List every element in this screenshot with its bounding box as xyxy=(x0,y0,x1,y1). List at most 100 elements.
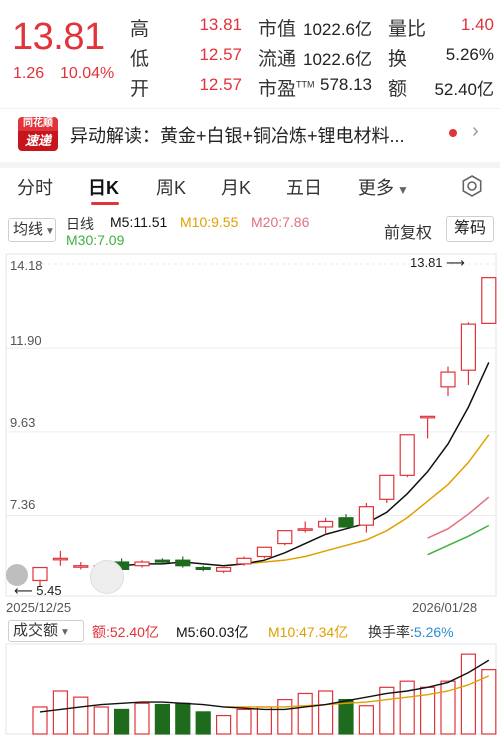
tab-monthly-k[interactable]: 月K xyxy=(221,178,252,198)
ma-selector[interactable]: 均线 ▼ xyxy=(8,218,56,242)
candle xyxy=(379,474,395,500)
candle xyxy=(175,559,191,567)
candle xyxy=(73,565,89,568)
candle xyxy=(338,517,354,528)
volume-bar xyxy=(175,702,191,735)
low-value: 12.57 xyxy=(199,45,242,64)
float-label: 流通 xyxy=(258,49,297,70)
chips-button[interactable]: 筹码 xyxy=(446,216,494,242)
volume-bar xyxy=(52,690,69,735)
volume-bar xyxy=(440,680,456,735)
date-start: 2025/12/25 xyxy=(6,600,72,615)
volume-bar xyxy=(113,708,130,735)
mcap-label: 市值 xyxy=(258,19,297,40)
volratio-label: 量比 xyxy=(388,19,427,40)
tab-more[interactable]: 更多 ▼ xyxy=(358,178,409,198)
volume-bar xyxy=(297,692,313,735)
volume-bar xyxy=(399,680,415,735)
ma10-line xyxy=(223,434,490,567)
open-label: 开 xyxy=(130,79,150,100)
amount-label: 额 xyxy=(388,79,408,100)
candle xyxy=(195,566,211,571)
volume-indicator-selector[interactable]: 成交额 ▼ xyxy=(8,620,84,642)
price-axis-label: 7.36 xyxy=(10,497,36,512)
volratio-value: 1.40 xyxy=(460,15,494,34)
candle xyxy=(216,566,232,572)
crosshair-handle[interactable] xyxy=(90,560,124,594)
unread-dot xyxy=(449,129,457,137)
candle xyxy=(481,277,497,324)
caret-down-icon: ▼ xyxy=(45,226,55,237)
turnover-label: 换 xyxy=(388,49,408,70)
volume-bar xyxy=(256,706,272,735)
volume-bar xyxy=(358,705,374,735)
tab-intraday[interactable]: 分时 xyxy=(17,178,53,198)
candle xyxy=(399,434,415,476)
price-change-pct: 10.04% xyxy=(60,65,115,82)
volume-bar xyxy=(93,706,109,735)
volume-bar xyxy=(318,690,334,735)
chevron-right-icon[interactable]: › xyxy=(472,120,479,142)
candle xyxy=(32,566,48,582)
adjust-button[interactable]: 前复权 xyxy=(384,225,433,242)
high-label: 高 xyxy=(130,19,150,40)
amount-value: 52.40亿 xyxy=(434,80,494,99)
candle xyxy=(154,559,170,563)
candle xyxy=(297,528,313,531)
active-tab-indicator xyxy=(91,202,119,205)
candle xyxy=(460,323,476,371)
candle xyxy=(236,557,252,565)
chart-tabs xyxy=(0,162,500,212)
ma20-line xyxy=(427,496,490,539)
open-value: 12.57 xyxy=(199,75,242,94)
low-label: 低 xyxy=(130,49,150,70)
news-headline[interactable]: 异动解读：黄金+白银+铜冶炼+锂电材料... xyxy=(70,126,405,146)
tab-weekly-k[interactable]: 周K xyxy=(156,178,187,198)
news-badge: 同花顺 速递 xyxy=(18,117,58,151)
low-annotation: ⟵ 5.45 xyxy=(14,583,62,598)
volume-bar xyxy=(236,708,252,735)
volume-bar xyxy=(154,703,170,735)
float-value: 1022.6亿 xyxy=(303,50,372,69)
volume-bar xyxy=(73,696,89,735)
cursor-handle[interactable] xyxy=(6,564,28,586)
arrow-left-icon: ⟵ xyxy=(14,583,33,598)
candlestick-chart[interactable] xyxy=(0,250,500,600)
ma30-line xyxy=(427,524,490,556)
volume-bar xyxy=(216,714,232,735)
period-label: 日线 xyxy=(66,216,94,232)
volume-chart[interactable] xyxy=(0,642,500,738)
candle xyxy=(440,371,456,388)
volume-bar xyxy=(32,706,48,735)
ma30-label: M30:7.09 xyxy=(66,232,125,248)
volume-bar xyxy=(481,669,497,735)
price-axis-label: 11.90 xyxy=(10,333,42,348)
settings-gear-icon[interactable] xyxy=(460,174,484,198)
ma10-label: M10:9.55 xyxy=(180,214,239,230)
volume_ma10-line xyxy=(223,675,490,708)
candle xyxy=(256,546,272,558)
date-end: 2026/01/28 xyxy=(412,600,478,615)
pe-label: 市盈TTM xyxy=(258,79,315,100)
volume-bar xyxy=(277,698,293,735)
volume-bar xyxy=(195,711,211,735)
mcap-value: 1022.6亿 xyxy=(303,20,372,39)
caret-down-icon: ▼ xyxy=(60,627,70,638)
candle xyxy=(52,557,69,561)
candle xyxy=(318,520,334,528)
caret-down-icon: ▼ xyxy=(397,183,409,197)
tab-five-day[interactable]: 五日 xyxy=(286,178,322,198)
last-price: 13.81 xyxy=(12,16,105,58)
price-axis-label: 14.18 xyxy=(10,258,43,273)
tab-daily-k[interactable]: 日K xyxy=(88,178,119,198)
volume-bar xyxy=(460,653,476,735)
volume-amount: 额:52.40亿 xyxy=(92,624,159,640)
price-axis-label: 9.63 xyxy=(10,415,36,430)
candle xyxy=(134,561,150,567)
high-value: 13.81 xyxy=(199,15,242,34)
high-annotation: 13.81 ⟶ xyxy=(410,255,465,270)
pe-value: 578.13 xyxy=(320,75,372,94)
price-change: 1.26 xyxy=(13,65,45,82)
volume-bar xyxy=(134,702,150,735)
news-bar[interactable] xyxy=(0,108,500,158)
